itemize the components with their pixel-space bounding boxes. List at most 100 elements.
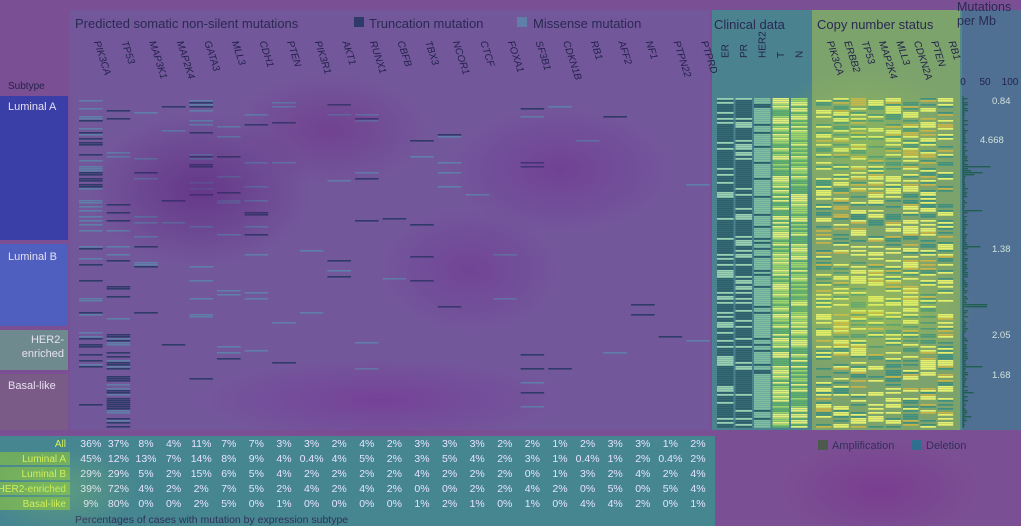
clinical-mark bbox=[717, 262, 734, 264]
copy-number-mark bbox=[850, 342, 867, 344]
clinical-mark bbox=[754, 132, 771, 134]
copy-number-mark bbox=[816, 268, 832, 270]
tmb-bar bbox=[963, 412, 968, 414]
copy-number-mark bbox=[850, 202, 867, 204]
copy-number-mark bbox=[903, 374, 919, 376]
pct-cell: 1% bbox=[552, 468, 567, 480]
copy-number-mark bbox=[937, 206, 954, 208]
clinical-mark bbox=[772, 246, 789, 248]
mutation-mark bbox=[106, 296, 131, 298]
copy-number-mark bbox=[903, 418, 919, 420]
mutation-mark bbox=[189, 106, 213, 108]
mutation-mark bbox=[410, 140, 434, 142]
truncation-legend-label: Truncation mutation bbox=[369, 16, 483, 31]
tmb-bar bbox=[963, 418, 966, 420]
clinical-mark bbox=[717, 310, 734, 312]
copy-number-mark bbox=[816, 408, 832, 410]
copy-number-mark bbox=[833, 126, 849, 128]
copy-number-mark bbox=[920, 322, 936, 324]
copy-number-mark bbox=[920, 372, 936, 374]
mutation-mark bbox=[217, 126, 241, 128]
copy-number-mark bbox=[850, 336, 867, 338]
clinical-mark bbox=[772, 198, 789, 200]
clinical-mark bbox=[717, 342, 734, 344]
copy-number-mark bbox=[850, 184, 867, 186]
clinical-mark bbox=[717, 326, 734, 328]
copy-number-mark bbox=[816, 204, 832, 206]
copy-number-mark bbox=[850, 182, 867, 184]
copy-number-mark bbox=[868, 356, 884, 358]
clinical-mark bbox=[735, 408, 752, 410]
tmb-bar bbox=[963, 250, 965, 252]
pct-cell: 13% bbox=[135, 453, 156, 465]
clinical-mark bbox=[717, 274, 734, 276]
copy-number-mark bbox=[920, 388, 936, 390]
copy-number-mark bbox=[937, 224, 954, 226]
clinical-mark bbox=[735, 200, 752, 202]
pct-cell: 2% bbox=[194, 498, 209, 510]
clinical-mark bbox=[735, 178, 752, 180]
clinical-mark bbox=[754, 220, 771, 222]
copy-number-mark bbox=[833, 346, 849, 348]
clinical-mark bbox=[754, 148, 771, 150]
clinical-mark bbox=[717, 240, 734, 242]
pct-cell: 2% bbox=[276, 483, 291, 495]
tmb-bar bbox=[963, 368, 966, 370]
clinical-mark bbox=[772, 236, 789, 238]
copy-number-mark bbox=[920, 362, 936, 364]
tmb-bar bbox=[963, 376, 966, 378]
copy-number-mark bbox=[920, 366, 936, 368]
copy-number-mark bbox=[885, 116, 901, 118]
mutation-mark bbox=[134, 264, 158, 266]
copy-number-mark bbox=[903, 408, 919, 410]
clinical-mark bbox=[772, 190, 789, 192]
copy-number-mark bbox=[903, 152, 919, 154]
copy-number-mark bbox=[850, 368, 867, 370]
pct-cell: 0% bbox=[359, 498, 374, 510]
clinical-mark bbox=[791, 388, 808, 390]
clinical-label-t: T bbox=[776, 52, 787, 58]
copy-number-mark bbox=[903, 160, 919, 162]
pct-cell: 2% bbox=[470, 483, 485, 495]
mutation-mark bbox=[106, 342, 131, 344]
tmb-bar bbox=[963, 218, 965, 220]
copy-number-mark bbox=[868, 174, 884, 176]
copy-number-mark bbox=[868, 222, 884, 224]
pct-cell: 0% bbox=[387, 498, 402, 510]
clinical-mark bbox=[791, 410, 808, 412]
copy-number-mark bbox=[833, 408, 849, 410]
clinical-mark bbox=[735, 132, 752, 134]
copy-number-mark bbox=[937, 244, 954, 246]
clinical-mark bbox=[772, 268, 789, 270]
clinical-mark bbox=[791, 414, 808, 416]
clinical-mark bbox=[754, 144, 771, 146]
copy-number-mark bbox=[937, 380, 954, 382]
copy-number-mark bbox=[850, 302, 867, 304]
clinical-mark bbox=[717, 106, 734, 108]
clinical-mark bbox=[735, 370, 752, 372]
copy-number-mark bbox=[850, 386, 867, 388]
tmb-bar bbox=[963, 252, 967, 254]
clinical-mark bbox=[754, 286, 771, 288]
clinical-mark bbox=[717, 160, 734, 162]
clinical-mark bbox=[754, 340, 771, 342]
clinical-mark bbox=[754, 306, 771, 308]
copy-number-mark bbox=[885, 238, 901, 240]
tmb-bar bbox=[963, 216, 967, 218]
pct-cell: 0% bbox=[663, 498, 678, 510]
clinical-mark bbox=[791, 416, 808, 418]
clinical-mark bbox=[735, 250, 752, 252]
clinical-mark bbox=[791, 420, 808, 422]
copy-number-mark bbox=[816, 144, 832, 146]
mutation-mark bbox=[272, 162, 296, 164]
copy-number-mark bbox=[850, 348, 867, 350]
clinical-mark bbox=[717, 130, 734, 132]
copy-number-mark bbox=[816, 124, 832, 126]
mutation-mark bbox=[79, 188, 103, 190]
clinical-mark bbox=[772, 212, 789, 214]
copy-number-mark bbox=[937, 210, 954, 212]
copy-number-mark bbox=[885, 178, 901, 180]
clinical-mark bbox=[772, 144, 789, 146]
copy-number-mark bbox=[816, 104, 832, 106]
mutation-mark bbox=[382, 278, 407, 280]
